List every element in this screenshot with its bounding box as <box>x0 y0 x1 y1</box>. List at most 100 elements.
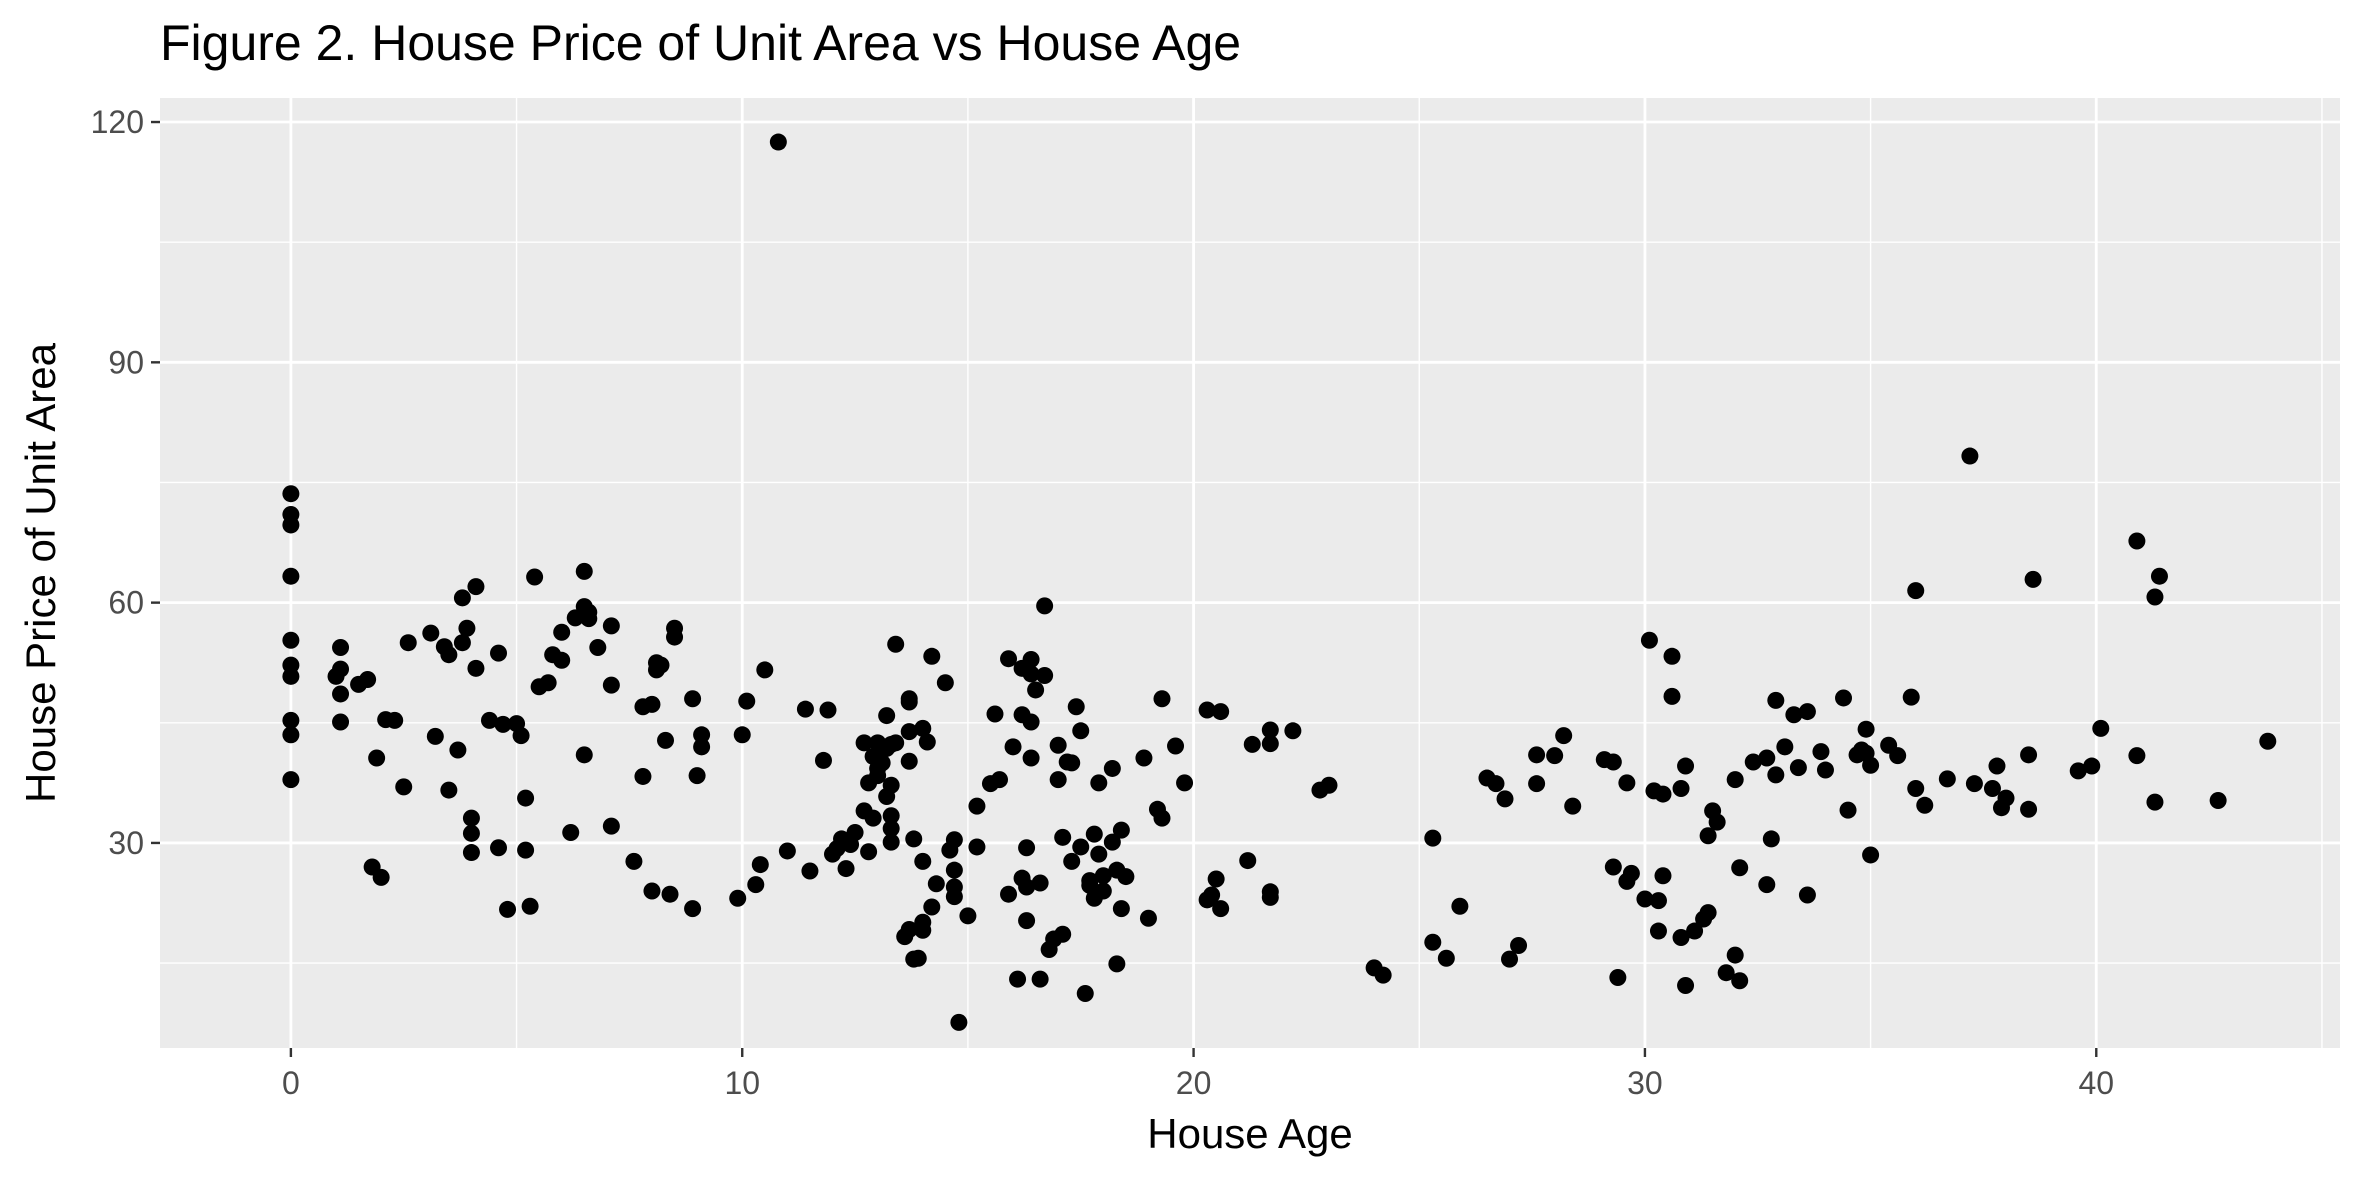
data-point <box>426 727 444 745</box>
data-point <box>1672 779 1690 797</box>
data-point <box>480 711 498 729</box>
data-point <box>936 674 954 692</box>
data-point <box>733 726 751 744</box>
x-tick-label: 0 <box>282 1065 300 1101</box>
data-point <box>927 875 945 893</box>
data-point <box>900 752 918 770</box>
data-point <box>575 746 593 764</box>
data-point <box>602 676 620 694</box>
data-point <box>1609 969 1627 987</box>
data-point <box>652 656 670 674</box>
data-point <box>882 807 900 825</box>
data-point <box>1816 761 1834 779</box>
data-point <box>1112 900 1130 918</box>
data-point <box>517 789 535 807</box>
data-point <box>1067 698 1085 716</box>
data-point <box>395 778 413 796</box>
data-point <box>1708 813 1726 831</box>
data-point <box>1677 757 1695 775</box>
data-point <box>1686 922 1704 940</box>
data-point <box>440 781 458 799</box>
data-point <box>796 700 814 718</box>
data-point <box>1072 722 1090 740</box>
data-point <box>747 876 765 894</box>
x-tick-label: 10 <box>724 1065 760 1101</box>
data-point <box>1649 922 1667 940</box>
data-point <box>950 1013 968 1031</box>
y-axis-title: House Price of Unit Area <box>17 342 64 803</box>
data-point <box>1677 977 1695 995</box>
data-point <box>1699 827 1717 845</box>
data-point <box>1663 687 1681 705</box>
data-point <box>1009 970 1027 988</box>
data-point <box>562 824 580 842</box>
data-point <box>1027 681 1045 699</box>
data-point <box>1528 775 1546 793</box>
data-point <box>1424 829 1442 847</box>
data-point <box>1004 738 1022 756</box>
data-point <box>814 751 832 769</box>
data-point <box>923 898 941 916</box>
data-point <box>1961 447 1979 465</box>
data-point <box>923 647 941 665</box>
data-point <box>729 889 747 907</box>
data-point <box>909 949 927 967</box>
data-point <box>882 833 900 851</box>
data-point <box>1776 738 1794 756</box>
x-tick-label: 20 <box>1176 1065 1212 1101</box>
data-point <box>282 726 300 744</box>
data-point <box>1907 779 1925 797</box>
data-point <box>553 651 571 669</box>
x-tick-label: 40 <box>2078 1065 2114 1101</box>
data-point <box>580 610 598 628</box>
plot-panel <box>160 98 2340 1048</box>
data-point <box>1564 797 1582 815</box>
data-point <box>2209 791 2227 809</box>
data-point <box>1081 872 1099 890</box>
grid-major <box>160 98 2340 1048</box>
data-point <box>453 589 471 607</box>
data-point <box>1785 706 1803 724</box>
data-point <box>1112 821 1130 839</box>
data-point <box>1153 809 1171 827</box>
data-point <box>2146 588 2164 606</box>
data-point <box>1997 789 2015 807</box>
data-point <box>602 817 620 835</box>
data-point <box>368 749 386 767</box>
data-point <box>738 692 756 710</box>
data-point <box>1049 771 1067 789</box>
data-points <box>282 133 2277 1031</box>
data-point <box>1618 774 1636 792</box>
data-point <box>332 638 350 656</box>
data-point <box>905 830 923 848</box>
data-point <box>2150 567 2168 585</box>
data-point <box>1284 722 1302 740</box>
data-point <box>887 635 905 653</box>
data-point <box>1018 839 1036 857</box>
chart-title: Figure 2. House Price of Unit Area vs Ho… <box>160 15 1241 71</box>
data-point <box>625 852 643 870</box>
data-point <box>1812 743 1830 761</box>
data-point <box>2020 800 2038 818</box>
data-point <box>968 797 986 815</box>
data-point <box>1424 933 1442 951</box>
data-point <box>282 771 300 789</box>
data-point <box>666 628 684 646</box>
data-point <box>1167 737 1185 755</box>
data-point <box>1000 885 1018 903</box>
data-point <box>1054 828 1072 846</box>
data-point <box>860 843 878 861</box>
data-point <box>1018 878 1036 896</box>
data-point <box>1758 876 1776 894</box>
data-point <box>2128 747 2146 765</box>
data-point <box>1063 852 1081 870</box>
data-point <box>332 713 350 731</box>
data-point <box>467 659 485 677</box>
data-point <box>1835 689 1853 707</box>
data-point <box>1902 688 1920 706</box>
data-point <box>2259 732 2277 750</box>
data-point <box>1528 746 1546 764</box>
data-point <box>1758 749 1776 767</box>
y-tick-label: 60 <box>108 585 144 621</box>
